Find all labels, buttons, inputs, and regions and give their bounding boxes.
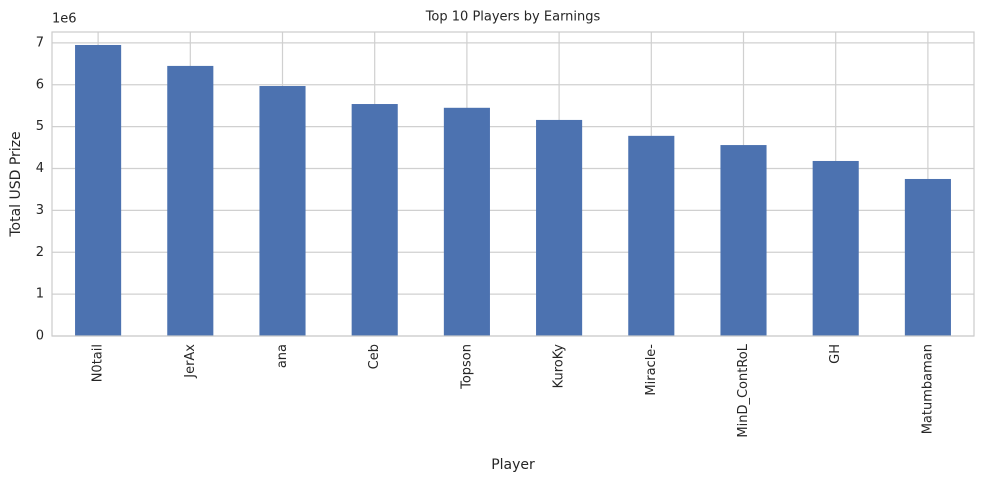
x-axis-label: Player <box>491 457 535 473</box>
x-tick-label: Matumbaman <box>920 344 935 434</box>
y-axis-label: Total USD Prize <box>8 131 24 237</box>
x-tick-label: KuroKy <box>552 344 567 389</box>
bar <box>259 86 306 336</box>
bar <box>904 178 951 336</box>
y-tick-label: 4 <box>36 161 44 176</box>
x-tick-label: Ceb <box>367 344 382 369</box>
bar <box>536 119 583 336</box>
bar <box>167 65 214 336</box>
y-offset-label: 1e6 <box>52 12 77 27</box>
y-tick-label: 0 <box>36 329 44 344</box>
bar <box>720 145 767 336</box>
x-tick-label: GH <box>828 344 843 364</box>
x-tick-label: JerAx <box>183 344 198 379</box>
y-tick-label: 3 <box>36 203 44 218</box>
x-tick-label: Miracle- <box>644 344 659 396</box>
bar <box>351 104 398 337</box>
x-tick-label: N0tail <box>91 344 106 382</box>
x-tick-label: Topson <box>459 344 474 390</box>
bar <box>443 107 490 336</box>
y-tick-label: 2 <box>36 245 44 260</box>
x-tick-label: ana <box>275 344 290 368</box>
bar <box>628 135 675 336</box>
y-tick-label: 7 <box>36 35 44 50</box>
bar <box>75 44 122 337</box>
plot-frame <box>51 31 975 337</box>
y-tick-label: 5 <box>36 119 44 134</box>
y-tick-label: 6 <box>36 77 44 92</box>
x-tick-label: MinD_ContRoL <box>736 343 751 437</box>
bar <box>812 160 859 336</box>
y-tick-label: 1 <box>36 287 44 302</box>
chart-title: Top 10 Players by Earnings <box>425 10 601 25</box>
